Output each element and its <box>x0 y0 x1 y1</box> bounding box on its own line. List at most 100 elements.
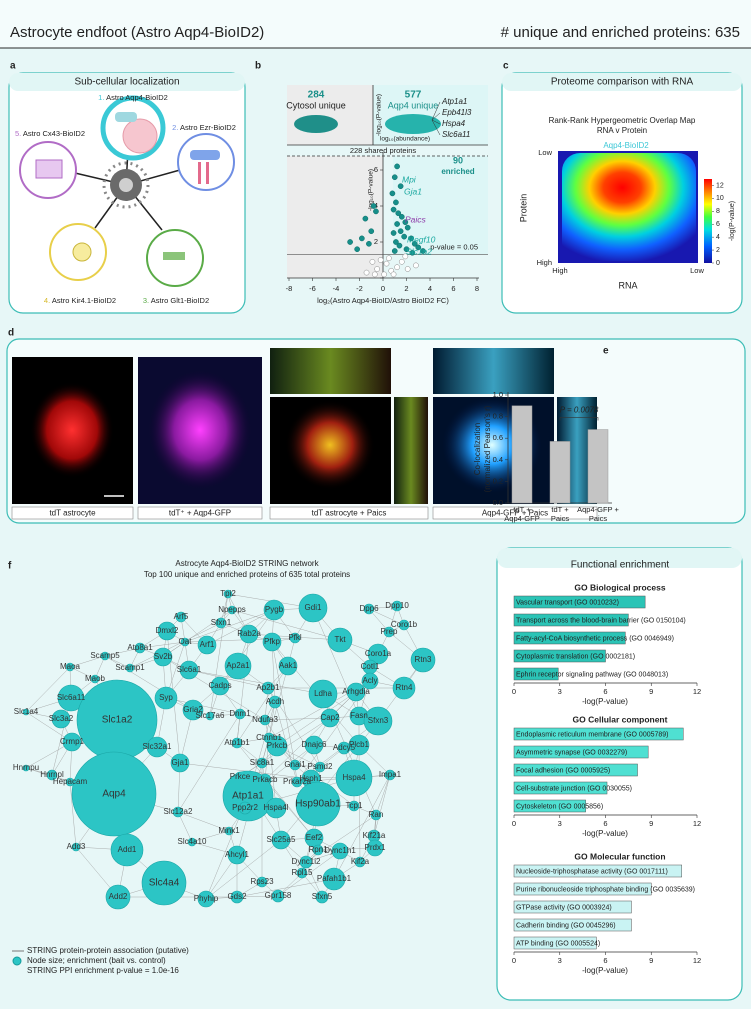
node <box>210 676 230 696</box>
map-title: Rank-Rank Hypergeometric Overlap Map <box>549 116 696 125</box>
node-label: Slc4a4 <box>149 878 180 889</box>
node-label: Cap2 <box>320 713 340 722</box>
aqp4-region <box>373 85 488 145</box>
condition-label: Aqp4-BioID2 <box>603 141 649 150</box>
node-label: Aqp4 <box>102 789 126 800</box>
x-tick-label: 3 <box>558 819 562 828</box>
node-label: Dync1h1 <box>324 846 356 855</box>
colorbar-tick-label: 6 <box>716 221 720 228</box>
node-label: Gdi1 <box>305 603 322 612</box>
edge <box>261 665 289 764</box>
edge <box>191 830 230 843</box>
annotation: P = 0.0078 <box>560 406 599 415</box>
data-point <box>366 240 372 247</box>
axis-label: -log₁₀(P-value) <box>376 94 383 136</box>
x-tick-label: -6 <box>309 284 316 293</box>
data-point <box>354 246 360 253</box>
y-tick-label: 0.6 <box>493 433 503 442</box>
node-label: Pfkl <box>288 633 302 642</box>
header-bg <box>0 0 751 48</box>
node <box>335 759 373 797</box>
panel-title: Functional enrichment <box>571 560 670 571</box>
node-label: Prep <box>381 627 398 636</box>
node-label: Atp1a1 <box>232 791 264 802</box>
node-label: Gnai1 <box>284 760 306 769</box>
legend-text: STRING PPI enrichment p-value = 1.0e-16 <box>27 966 179 975</box>
node <box>157 621 177 641</box>
node <box>266 735 288 757</box>
blood-vessel <box>122 118 158 154</box>
construct-name: Astro Cx43-BioID2 <box>23 129 85 138</box>
cell-signal <box>148 370 252 490</box>
data-point <box>402 219 409 226</box>
node <box>271 830 291 850</box>
header-title: Astrocyte endfoot (Astro Aqp4-BioID2) <box>10 24 264 41</box>
node-label: Rpn1 <box>308 845 328 854</box>
node-label: Prkacb <box>253 775 278 784</box>
network-title: Top 100 unique and enriched proteins of … <box>144 570 350 579</box>
data-point <box>368 228 375 235</box>
data-point <box>409 249 416 256</box>
node-label: Ppp2r2 <box>232 803 258 812</box>
bar <box>513 667 559 681</box>
node <box>304 735 324 755</box>
edge <box>69 666 96 680</box>
node-label: Hnrnpl <box>40 770 64 779</box>
node-label: Sfxn1 <box>211 618 232 627</box>
data-point <box>393 199 399 206</box>
node <box>179 660 199 680</box>
data-point <box>393 239 399 245</box>
construct-number: 1. <box>98 93 104 102</box>
gene-label: Megf10 <box>407 234 436 244</box>
bar-label: Ephrin receptor signaling pathway (GO 00… <box>516 671 668 678</box>
panel-letter: a <box>10 61 16 72</box>
edge <box>104 647 141 657</box>
orthogonal-view <box>433 348 554 394</box>
axis-label: log₂(Astro Aqp4-BioID/Astro BioID2 FC) <box>317 296 449 305</box>
node-label: Slc6a1 <box>177 665 202 674</box>
cell-signal <box>285 400 375 490</box>
cytosol-region <box>287 85 373 145</box>
bar <box>513 799 586 813</box>
data-point <box>411 240 418 247</box>
x-axis-label: -log(P-value) <box>582 966 628 975</box>
node-label: Tcp1 <box>346 801 363 810</box>
axis-end-label: High <box>552 266 567 275</box>
node-label: Slc17a6 <box>196 711 225 720</box>
node <box>383 626 395 638</box>
node-label: Phyhip <box>194 894 219 903</box>
node <box>22 708 30 716</box>
edge <box>375 774 391 816</box>
endfoot <box>115 112 137 122</box>
node <box>410 647 436 673</box>
node-label: Maoa <box>60 662 81 671</box>
node <box>227 845 247 865</box>
data-point <box>394 221 400 227</box>
node <box>146 736 168 758</box>
axis-end-label: High <box>537 258 552 267</box>
node-label: Slc6a11 <box>57 693 86 702</box>
edge <box>69 781 77 848</box>
node-label: Hepacam <box>53 777 88 786</box>
edge <box>333 774 391 880</box>
x-tick-label: tdT + <box>513 505 531 514</box>
transporter <box>163 252 185 260</box>
caption-box <box>269 506 429 520</box>
edge <box>177 811 230 832</box>
data-point <box>390 206 397 213</box>
node <box>256 757 268 769</box>
node-label: Cadps <box>208 681 231 690</box>
bar-label: GTPase activity (GO 0003924) <box>516 904 612 911</box>
x-tick-label: 9 <box>649 819 653 828</box>
data-point <box>395 210 402 217</box>
data-point <box>391 174 398 181</box>
x-tick-label: -8 <box>286 284 293 293</box>
node <box>62 732 82 752</box>
node <box>346 682 366 702</box>
node-label: Adcy5 <box>333 743 356 752</box>
orthogonal-view <box>394 397 428 504</box>
leader-line <box>431 101 441 121</box>
node-label: Arf5 <box>174 612 189 621</box>
data-point <box>383 260 390 267</box>
